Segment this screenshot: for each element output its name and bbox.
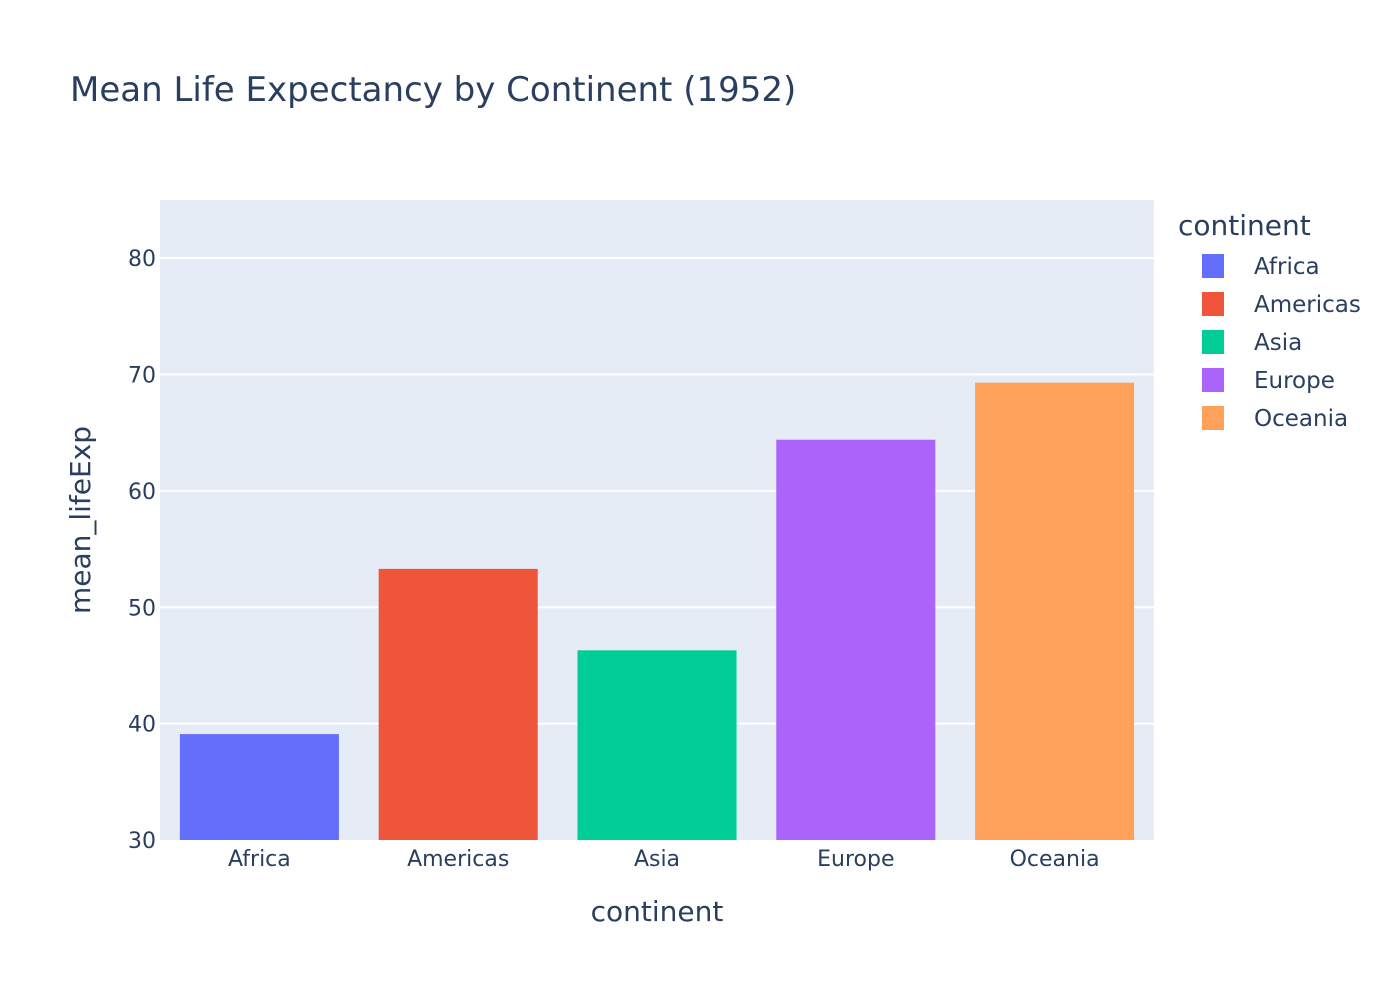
legend-label: Americas — [1254, 292, 1361, 318]
legend-item-oceania[interactable]: Oceania — [1202, 406, 1348, 432]
y-tick-label: 70 — [128, 364, 156, 389]
bar-oceania[interactable] — [975, 382, 1135, 840]
y-axis-ticks: 30 40 50 60 70 80 — [128, 247, 156, 854]
legend-item-europe[interactable]: Europe — [1202, 368, 1335, 394]
y-tick-label: 50 — [128, 596, 156, 621]
x-axis-ticks: Africa Americas Asia Europe Oceania — [228, 847, 1100, 872]
x-tick-label: Europe — [817, 847, 894, 872]
bars — [179, 382, 1135, 840]
legend-item-americas[interactable]: Americas — [1202, 292, 1361, 318]
y-tick-label: 60 — [128, 480, 156, 505]
bar-africa[interactable] — [179, 734, 339, 840]
legend-swatch — [1202, 292, 1224, 316]
y-tick-label: 30 — [128, 829, 156, 854]
x-tick-label: Americas — [407, 847, 509, 872]
x-axis-title: continent — [591, 895, 724, 928]
x-tick-label: Africa — [228, 847, 291, 872]
legend-label: Europe — [1254, 368, 1335, 394]
legend: continent Africa Americas Asia Europe Oceani… — [1178, 209, 1361, 432]
bar-americas[interactable] — [378, 568, 538, 840]
x-tick-label: Oceania — [1010, 847, 1100, 872]
bar-europe[interactable] — [776, 439, 936, 840]
chart-title: Mean Life Expectancy by Continent (1952) — [70, 70, 796, 110]
bar-asia[interactable] — [577, 650, 737, 840]
legend-label: Asia — [1254, 330, 1302, 356]
legend-swatch — [1202, 330, 1224, 354]
legend-item-africa[interactable]: Africa — [1202, 254, 1320, 280]
y-tick-label: 40 — [128, 713, 156, 738]
legend-label: Africa — [1254, 254, 1320, 280]
legend-swatch — [1202, 406, 1224, 430]
legend-swatch — [1202, 254, 1224, 278]
legend-title: continent — [1178, 209, 1311, 242]
legend-label: Oceania — [1254, 406, 1348, 432]
x-tick-label: Asia — [634, 847, 680, 872]
legend-item-asia[interactable]: Asia — [1202, 330, 1302, 356]
y-tick-label: 80 — [128, 247, 156, 272]
y-axis-title: mean_lifeExp — [64, 426, 97, 614]
legend-swatch — [1202, 368, 1224, 392]
